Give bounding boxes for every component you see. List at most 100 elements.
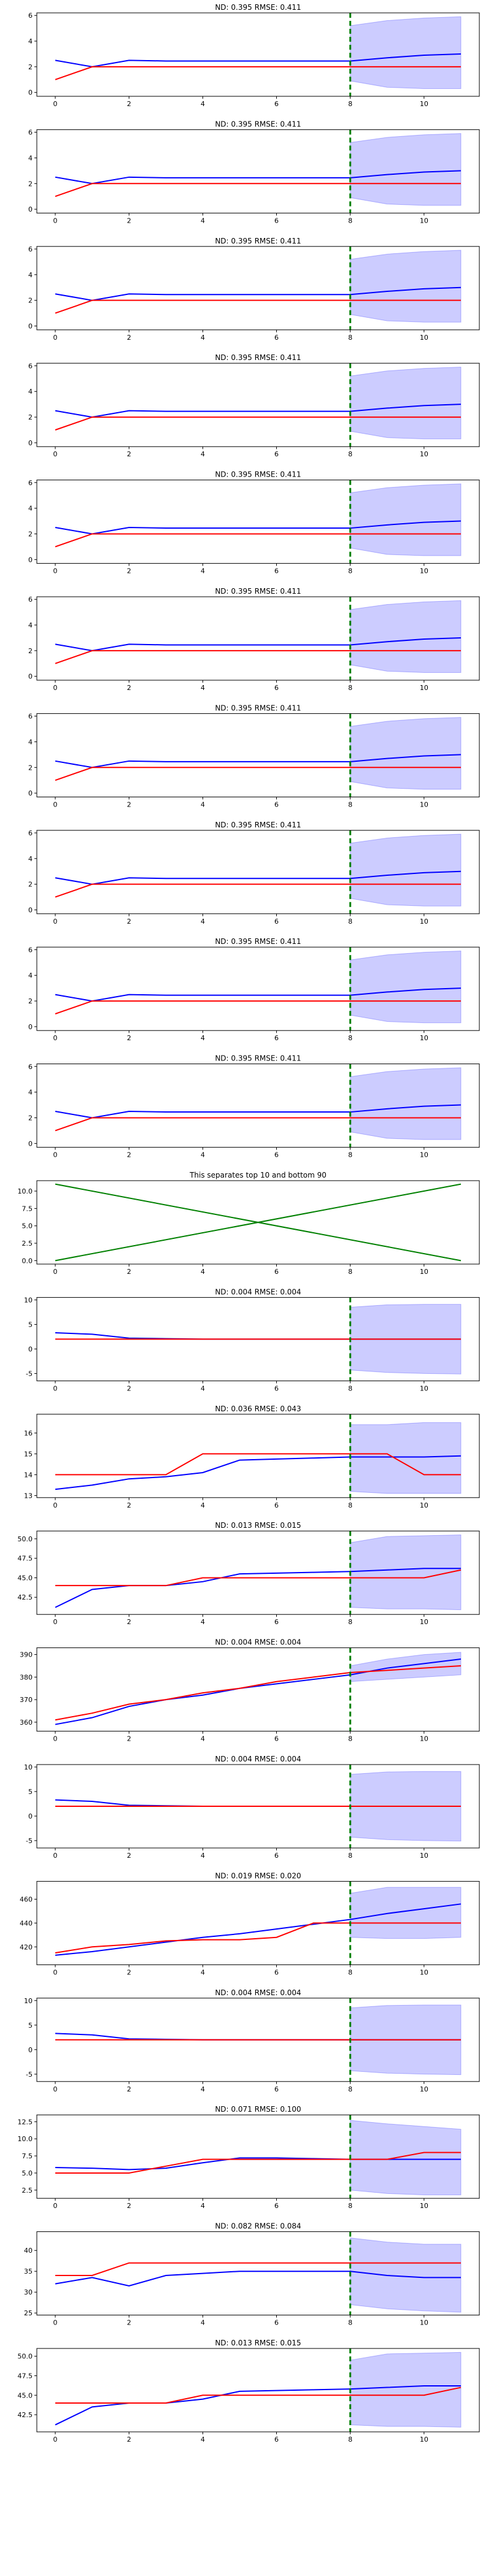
x-tick-label: 8 xyxy=(348,684,352,692)
x-tick-label: 4 xyxy=(201,1852,205,1860)
y-tick-label: 6 xyxy=(28,1063,33,1071)
plot-area xyxy=(55,2115,462,2199)
y-tick-label: 45.0 xyxy=(18,1574,33,1582)
plot-area xyxy=(55,129,462,213)
x-tick-label: 8 xyxy=(348,1384,352,1392)
x-tick-label: 6 xyxy=(274,1034,279,1042)
x-tick-label: 10 xyxy=(420,1735,428,1743)
x-tick-label: 2 xyxy=(127,2085,131,2093)
x-tick-label: 0 xyxy=(53,567,58,575)
y-tick-label: 15 xyxy=(24,1450,33,1458)
x-tick-label: 0 xyxy=(53,1268,58,1276)
x-tick-label: 6 xyxy=(274,2085,279,2093)
y-tick-label: 35 xyxy=(24,2267,33,2275)
x-tick-label: 0 xyxy=(53,800,58,808)
y-tick-label: 42.5 xyxy=(18,2411,33,2419)
y-tick-label: 6 xyxy=(28,362,33,370)
x-tick-label: 0 xyxy=(53,1735,58,1743)
prediction-interval-band xyxy=(350,133,462,206)
subplot-title: This separates top 10 and bottom 90 xyxy=(189,1171,327,1179)
x-tick-label: 10 xyxy=(420,918,428,926)
x-tick-label: 4 xyxy=(201,2436,205,2444)
x-tick-label: 10 xyxy=(420,2085,428,2093)
x-tick-label: 2 xyxy=(127,2436,131,2444)
prediction-line xyxy=(55,2271,461,2287)
axes-frame xyxy=(36,2348,480,2432)
x-tick-label: 6 xyxy=(274,1968,279,1976)
x-tick-label: 8 xyxy=(348,1034,352,1042)
subplot-title: ND: 0.004 RMSE: 0.004 xyxy=(215,1755,301,1763)
subplot: ND: 0.004 RMSE: 0.004 0 2 4 6 8 10 -5 0 5 10 xyxy=(24,1287,480,1392)
y-tick-label: 6 xyxy=(28,829,33,837)
y-tick-label: 0 xyxy=(28,439,33,447)
subplot: ND: 0.013 RMSE: 0.015 0 2 4 6 8 10 42.5 45.0 47.5… xyxy=(18,2339,480,2444)
y-tick-label: 4 xyxy=(28,738,33,746)
prediction-interval-band xyxy=(350,1887,462,1939)
y-tick-label: 0 xyxy=(28,1140,33,1148)
subplot-title: ND: 0.004 RMSE: 0.004 xyxy=(215,1638,301,1647)
y-tick-label: 2 xyxy=(28,1114,33,1122)
x-tick-label: 4 xyxy=(201,1735,205,1743)
x-tick-label: 10 xyxy=(420,450,428,458)
x-tick-label: 10 xyxy=(420,2436,428,2444)
x-tick-label: 2 xyxy=(127,2202,131,2210)
y-tick-label: 6 xyxy=(28,129,33,137)
x-tick-label: 4 xyxy=(201,2319,205,2327)
y-tick-label: 390 xyxy=(20,1651,33,1659)
y-tick-label: 0 xyxy=(28,2046,33,2054)
x-tick-label: 6 xyxy=(274,567,279,575)
x-tick-label: 10 xyxy=(420,684,428,692)
y-tick-label: -5 xyxy=(26,1837,33,1845)
y-tick-label: 2.5 xyxy=(22,1240,33,1248)
plot-area xyxy=(55,830,462,914)
x-tick-label: 6 xyxy=(274,1151,279,1159)
y-tick-label: 4 xyxy=(28,154,33,162)
y-tick-label: 6 xyxy=(28,12,33,20)
x-tick-label: 0 xyxy=(53,2436,58,2444)
prediction-line xyxy=(55,170,461,185)
plot-area xyxy=(55,1297,462,1381)
x-tick-label: 4 xyxy=(201,1968,205,1976)
y-tick-label: 42.5 xyxy=(18,1593,33,1601)
y-tick-label: 7.5 xyxy=(22,2152,33,2160)
x-tick-label: 6 xyxy=(274,2202,279,2210)
x-tick-label: 0 xyxy=(53,1384,58,1392)
y-tick-label: 0 xyxy=(28,89,33,97)
prediction-line xyxy=(55,870,461,885)
x-tick-label: 4 xyxy=(201,2085,205,2093)
x-tick-label: 8 xyxy=(348,1151,352,1159)
x-tick-label: 4 xyxy=(201,1034,205,1042)
y-tick-label: 4 xyxy=(28,37,33,45)
y-tick-label: 10 xyxy=(24,1997,33,2005)
prediction-line xyxy=(55,520,461,535)
y-tick-label: 0 xyxy=(28,1812,33,1820)
axes-frame xyxy=(36,1530,480,1615)
axes-frame xyxy=(36,830,480,914)
y-tick-label: 5 xyxy=(28,1321,33,1328)
x-tick-label: 4 xyxy=(201,1384,205,1392)
subplot: ND: 0.004 RMSE: 0.004 0 2 4 6 8 10 -5 0 5 10 xyxy=(24,1755,480,1860)
y-tick-label: 0 xyxy=(28,907,33,914)
y-tick-label: 370 xyxy=(20,1696,33,1704)
prediction-line xyxy=(55,404,461,418)
x-tick-label: 6 xyxy=(274,1735,279,1743)
plot-area xyxy=(55,1881,462,1965)
y-tick-label: 6 xyxy=(28,946,33,954)
prediction-interval-band xyxy=(350,1422,462,1494)
prediction-line xyxy=(55,1658,462,1725)
prediction-line xyxy=(55,1568,461,1608)
x-tick-label: 0 xyxy=(53,2085,58,2093)
x-tick-label: 0 xyxy=(53,1968,58,1976)
ground-truth-line xyxy=(55,66,461,80)
axes-frame xyxy=(36,129,480,213)
prediction-line xyxy=(55,754,461,769)
y-tick-label: 0 xyxy=(28,556,33,564)
prediction-interval-band xyxy=(350,2120,462,2196)
prediction-interval-band xyxy=(350,250,462,323)
y-tick-label: 7.5 xyxy=(22,1205,33,1213)
x-tick-label: 2 xyxy=(127,1968,131,1976)
subplot: ND: 0.004 RMSE: 0.004 0 2 4 6 8 10 360 370 380 390 xyxy=(20,1638,480,1743)
prediction-interval-band xyxy=(350,2352,462,2428)
subplot-title: ND: 0.013 RMSE: 0.015 xyxy=(215,2339,301,2347)
y-tick-label: 4 xyxy=(28,505,33,513)
